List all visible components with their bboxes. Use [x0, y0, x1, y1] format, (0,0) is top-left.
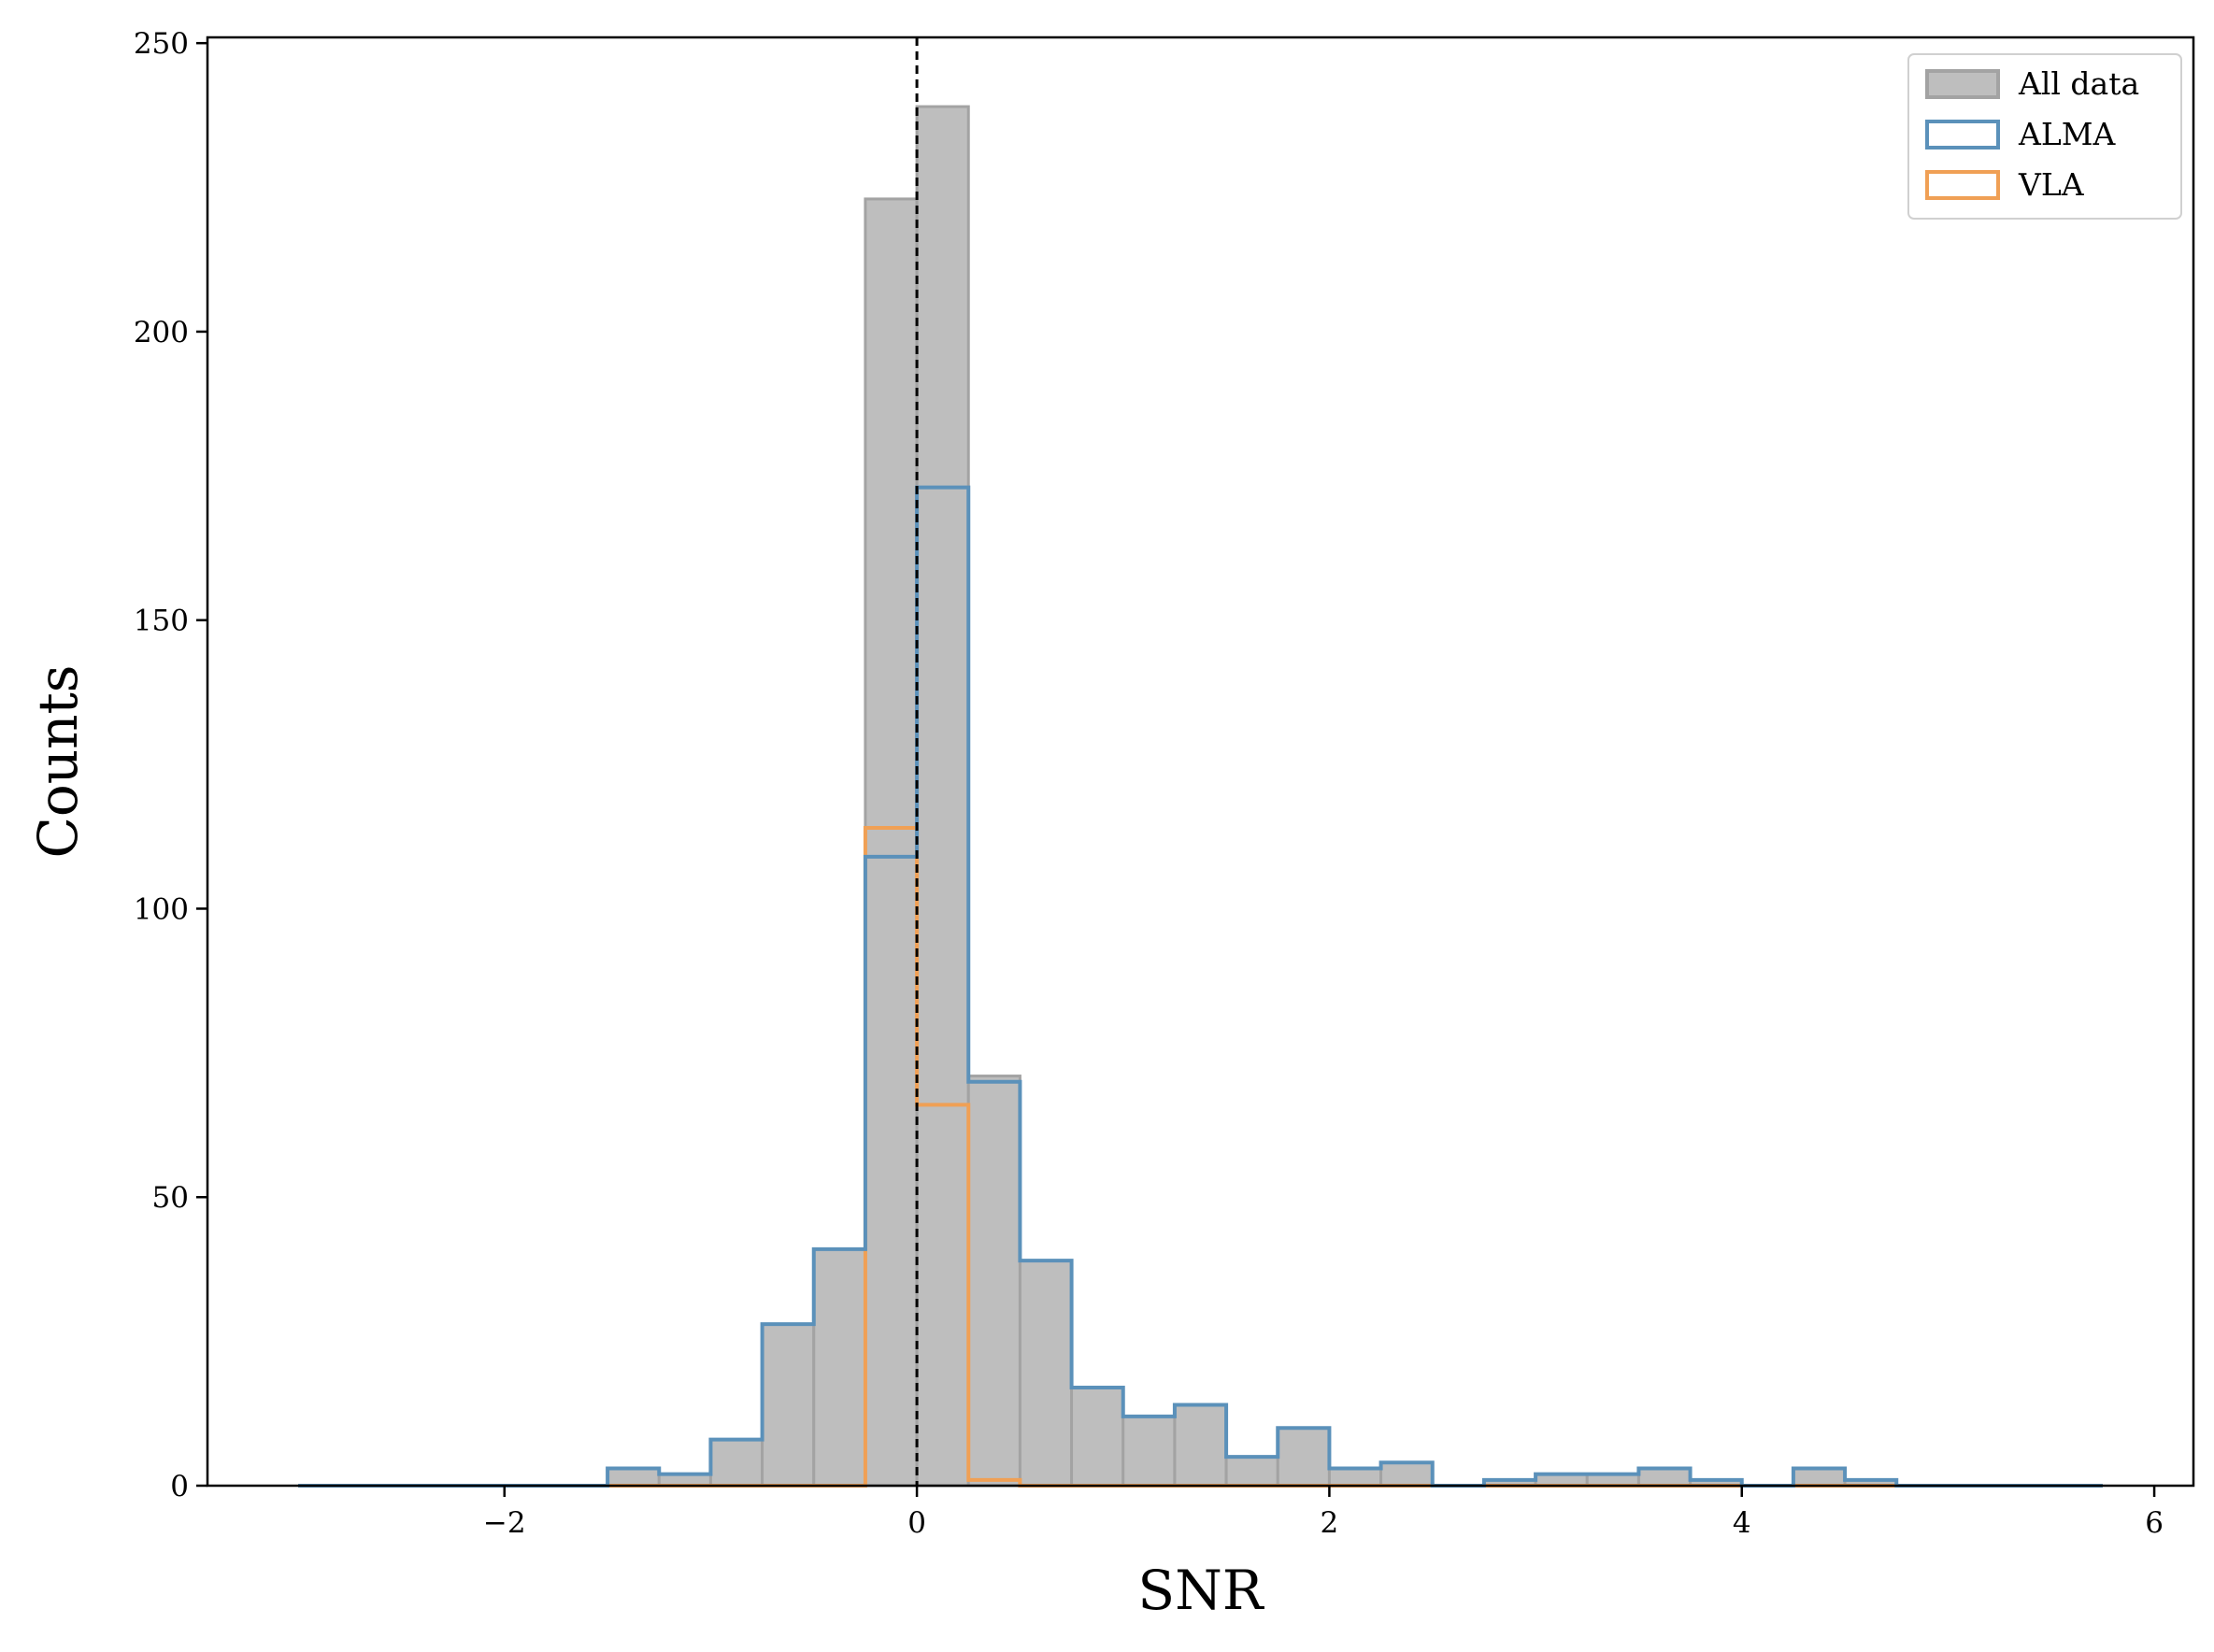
- y-axis-label: Counts: [26, 664, 90, 858]
- legend-swatch: [1925, 120, 2000, 150]
- bar-all-data: [1636, 1466, 1693, 1488]
- series-vla-step: [298, 826, 2103, 1488]
- y-tick-label: 200: [134, 316, 189, 349]
- plot-frame: [206, 36, 2195, 1488]
- bar-all-data: [1018, 1259, 1074, 1488]
- legend-label: VLA: [2018, 166, 2085, 203]
- bar-all-data: [1121, 1415, 1177, 1488]
- legend-swatch: [1925, 170, 2000, 200]
- plot-area: [298, 37, 2103, 1488]
- bar-all-data: [761, 1322, 816, 1488]
- bar-all-data: [708, 1438, 764, 1488]
- bar-all-data: [1070, 1386, 1125, 1488]
- legend-label: All data: [2018, 65, 2139, 102]
- bar-all-data: [1276, 1426, 1331, 1488]
- bar-all-data: [1792, 1466, 1847, 1488]
- bar-all-data: [1379, 1460, 1435, 1488]
- series-alma-step: [298, 485, 2103, 1488]
- x-tick-label: 2: [1321, 1506, 1339, 1540]
- bar-all-data: [1224, 1455, 1279, 1488]
- bar-all-data: [966, 1075, 1021, 1488]
- x-tick-label: 4: [1733, 1506, 1751, 1540]
- bar-all-data: [812, 1247, 867, 1488]
- x-tick-label: 6: [2145, 1506, 2164, 1540]
- y-tick-label: 250: [134, 27, 189, 61]
- axes: −2 0 2 4 6 0 50 100 150 200 250: [134, 27, 2195, 1540]
- bar-all-data: [915, 105, 970, 1488]
- y-tick-label: 100: [134, 892, 189, 926]
- bar-all-data: [1173, 1403, 1228, 1488]
- y-tick-label: 50: [152, 1181, 189, 1215]
- bar-all-data: [1327, 1466, 1383, 1488]
- legend-label: ALMA: [2018, 116, 2117, 152]
- y-tick-label: 0: [170, 1470, 189, 1503]
- bar-all-data: [606, 1466, 661, 1488]
- y-tick-label: 150: [134, 605, 189, 638]
- x-axis-label: SNR: [1137, 1559, 1264, 1622]
- legend-swatch: [1925, 69, 2000, 99]
- bar-all-data: [864, 197, 919, 1488]
- x-tick-label: 0: [907, 1506, 926, 1540]
- x-tick-label: −2: [483, 1506, 526, 1540]
- legend: All data ALMA VLA: [1907, 53, 2182, 220]
